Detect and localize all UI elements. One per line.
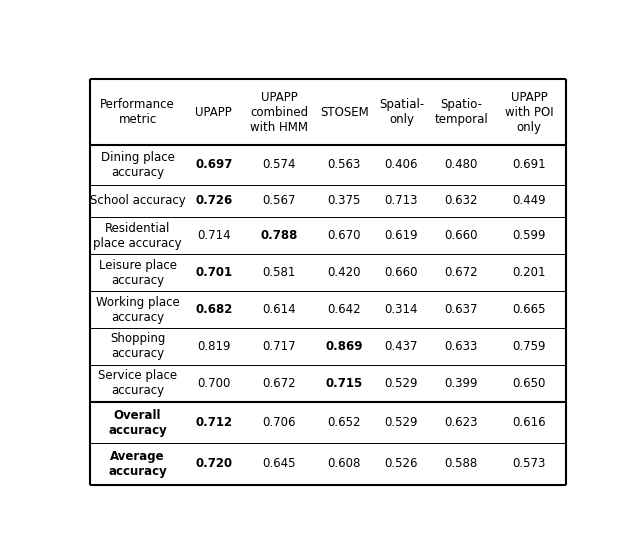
Text: 0.670: 0.670: [328, 229, 361, 242]
Text: 0.691: 0.691: [513, 158, 546, 171]
Text: 0.682: 0.682: [195, 303, 232, 316]
Text: Shopping
accuracy: Shopping accuracy: [110, 332, 165, 361]
Text: 0.660: 0.660: [445, 229, 478, 242]
Text: 0.672: 0.672: [445, 266, 478, 279]
Text: 0.869: 0.869: [326, 340, 363, 353]
Text: 0.449: 0.449: [513, 194, 546, 207]
Text: 0.588: 0.588: [445, 458, 478, 470]
Text: 0.314: 0.314: [385, 303, 418, 316]
Text: 0.632: 0.632: [445, 194, 478, 207]
Text: 0.619: 0.619: [385, 229, 419, 242]
Text: School accuracy: School accuracy: [90, 194, 186, 207]
Text: 0.480: 0.480: [445, 158, 478, 171]
Text: 0.633: 0.633: [445, 340, 478, 353]
Text: UPAPP
combined
with HMM: UPAPP combined with HMM: [250, 91, 308, 134]
Text: 0.399: 0.399: [445, 377, 478, 390]
Text: Spatio-
temporal: Spatio- temporal: [435, 99, 488, 126]
Text: Service place
accuracy: Service place accuracy: [98, 370, 177, 397]
Text: 0.665: 0.665: [513, 303, 546, 316]
Text: 0.573: 0.573: [513, 458, 546, 470]
Text: UPAPP: UPAPP: [195, 106, 232, 119]
Text: 0.567: 0.567: [262, 194, 296, 207]
Text: 0.375: 0.375: [328, 194, 361, 207]
Text: 0.650: 0.650: [513, 377, 546, 390]
Text: 0.406: 0.406: [385, 158, 418, 171]
Text: 0.614: 0.614: [262, 303, 296, 316]
Text: 0.642: 0.642: [328, 303, 361, 316]
Text: 0.819: 0.819: [197, 340, 230, 353]
Text: 0.717: 0.717: [262, 340, 296, 353]
Text: 0.637: 0.637: [445, 303, 478, 316]
Text: 0.672: 0.672: [262, 377, 296, 390]
Text: 0.529: 0.529: [385, 416, 418, 429]
Text: 0.623: 0.623: [445, 416, 478, 429]
Text: 0.526: 0.526: [385, 458, 418, 470]
Text: 0.563: 0.563: [328, 158, 361, 171]
Text: 0.701: 0.701: [195, 266, 232, 279]
Text: 0.616: 0.616: [513, 416, 546, 429]
Text: 0.201: 0.201: [513, 266, 546, 279]
Text: Residential
place accuracy: Residential place accuracy: [93, 222, 182, 250]
Text: STOSEM: STOSEM: [320, 106, 369, 119]
Text: 0.437: 0.437: [385, 340, 418, 353]
Text: Dining place
accuracy: Dining place accuracy: [100, 151, 175, 179]
Text: 0.726: 0.726: [195, 194, 232, 207]
Text: 0.700: 0.700: [197, 377, 230, 390]
Text: Average
accuracy: Average accuracy: [108, 450, 167, 478]
Text: 0.529: 0.529: [385, 377, 418, 390]
Text: 0.715: 0.715: [326, 377, 363, 390]
Text: Working place
accuracy: Working place accuracy: [95, 295, 179, 324]
Text: 0.420: 0.420: [328, 266, 361, 279]
Text: Performance
metric: Performance metric: [100, 99, 175, 126]
Text: 0.697: 0.697: [195, 158, 232, 171]
Text: 0.712: 0.712: [195, 416, 232, 429]
Text: 0.645: 0.645: [262, 458, 296, 470]
Text: 0.599: 0.599: [513, 229, 546, 242]
Text: 0.720: 0.720: [195, 458, 232, 470]
Text: 0.660: 0.660: [385, 266, 418, 279]
Text: Leisure place
accuracy: Leisure place accuracy: [99, 259, 177, 286]
Text: 0.706: 0.706: [262, 416, 296, 429]
Text: Spatial-
only: Spatial- only: [379, 99, 424, 126]
Text: 0.574: 0.574: [262, 158, 296, 171]
Text: 0.652: 0.652: [328, 416, 361, 429]
Text: 0.713: 0.713: [385, 194, 418, 207]
Text: UPAPP
with POI
only: UPAPP with POI only: [505, 91, 554, 134]
Text: 0.788: 0.788: [260, 229, 298, 242]
Text: Overall
accuracy: Overall accuracy: [108, 408, 167, 437]
Text: 0.759: 0.759: [513, 340, 546, 353]
Text: 0.608: 0.608: [328, 458, 361, 470]
Text: 0.714: 0.714: [197, 229, 230, 242]
Text: 0.581: 0.581: [262, 266, 296, 279]
